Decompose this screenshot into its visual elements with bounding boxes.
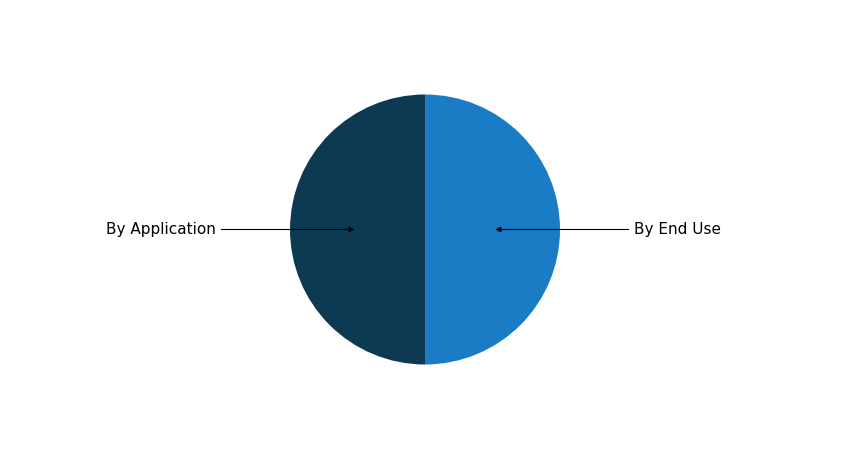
Text: By End Use: By End Use [496, 222, 722, 237]
Wedge shape [425, 94, 560, 365]
Text: ☎  +1 929-297-9727 | +44-289-581-7111: ☎ +1 929-297-9727 | +44-289-581-7111 [26, 422, 276, 435]
Text: ✉  sales@polarismarketresearch.com: ✉ sales@polarismarketresearch.com [357, 422, 578, 435]
Wedge shape [290, 94, 425, 365]
Text: © Polaris Market Research and Consulting LLP: © Polaris Market Research and Consulting… [551, 422, 824, 435]
Text: By Application: By Application [106, 222, 354, 237]
Text: Chemoinformatics Market By Segmentation: Chemoinformatics Market By Segmentation [134, 17, 716, 40]
